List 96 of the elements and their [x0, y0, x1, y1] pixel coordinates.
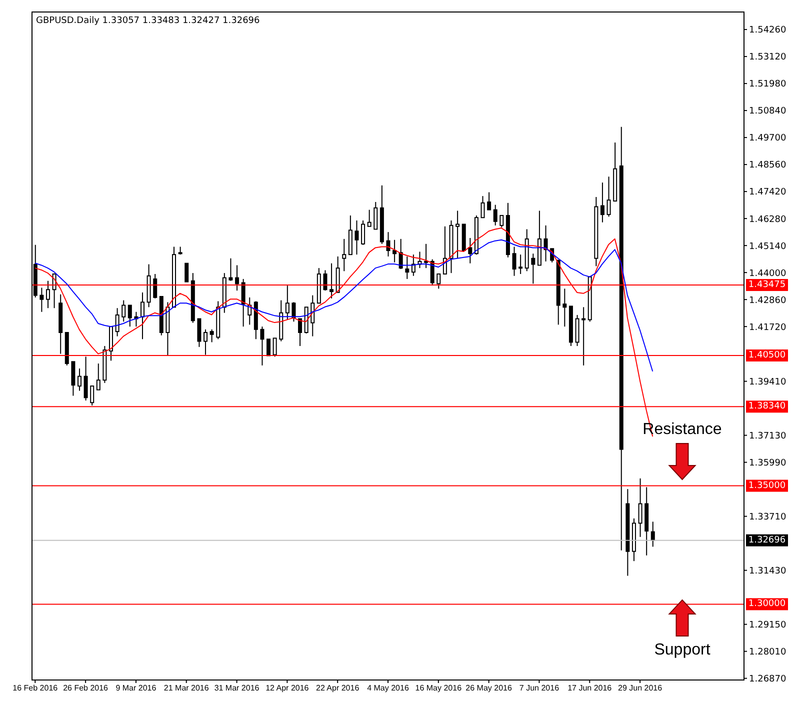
candlestick [424, 243, 428, 269]
candlestick [512, 246, 516, 276]
candlestick [84, 356, 88, 401]
y-tick-label: 1.37130 [749, 432, 786, 442]
y-tick-label: 1.42860 [749, 296, 786, 306]
text: GBPUSD.Daily 1.33057 1.33483 1.32427 1.32696 [36, 16, 260, 26]
candlestick [330, 262, 334, 299]
ref-line-label: 1.43475 [748, 280, 786, 290]
candlestick [606, 176, 611, 218]
candlestick [71, 361, 76, 396]
ref-line-label: 1.35000 [748, 480, 786, 491]
candlestick [468, 237, 472, 264]
y-tick-label: 1.35990 [749, 458, 786, 469]
candlestick [436, 273, 441, 290]
candlestick [204, 328, 208, 356]
y-tick-label: 1.41720 [749, 322, 786, 333]
x-tick-label: 26 May 2016 [466, 684, 512, 693]
candlestick [115, 308, 120, 337]
candlestick [272, 338, 277, 358]
y-tick-label: 1.44000 [749, 268, 786, 279]
y-tick-label: 1.28010 [749, 648, 786, 658]
candlestick [310, 294, 315, 337]
y-tick-label: 1.45140 [749, 242, 786, 252]
candlestick [456, 210, 460, 259]
x-tick-label: 7 Jun 2016 [519, 684, 560, 693]
y-tick-label: 1.48560 [749, 160, 786, 171]
candlestick [386, 232, 390, 257]
candlestick [153, 273, 158, 299]
candlestick [342, 238, 346, 272]
candlestick [235, 264, 240, 292]
candlestick [210, 328, 214, 343]
candlestick [197, 318, 202, 348]
candlestick [374, 201, 378, 230]
candlestick [480, 196, 485, 218]
y-tick-label: 1.26870 [749, 674, 786, 685]
candlestick [518, 254, 523, 274]
x-tick-label: 16 May 2016 [415, 684, 462, 693]
candlestick [500, 214, 504, 228]
candlestick [405, 256, 410, 280]
x-tick-label: 12 Apr 2016 [266, 684, 310, 693]
y-tick-label: 1.39410 [749, 377, 786, 388]
candlestick [90, 386, 94, 406]
candlestick [298, 318, 302, 346]
candlestick [128, 304, 132, 328]
x-tick-label: 16 Feb 2016 [12, 684, 58, 693]
candlestick [292, 302, 296, 322]
candlestick [562, 288, 567, 328]
x-tick-label: 22 Apr 2016 [316, 684, 360, 693]
candlestick [638, 478, 642, 538]
x-tick-label: 17 Jun 2016 [568, 684, 612, 693]
y-tick-label: 1.29150 [749, 620, 786, 631]
candlestick [266, 338, 271, 356]
candlestick [582, 306, 586, 366]
x-tick-label: 9 Mar 2016 [116, 684, 157, 693]
y-tick-label: 1.53120 [749, 52, 786, 63]
candlestick [228, 258, 233, 282]
candlestick [367, 209, 372, 227]
candlestick [493, 204, 498, 226]
y-tick-label: 1.50840 [749, 106, 786, 117]
candlestick [531, 253, 536, 284]
x-tick-label: 4 May 2016 [367, 684, 410, 693]
y-tick-label: 1.31430 [749, 566, 786, 577]
y-tick-label: 1.33710 [749, 512, 786, 523]
candlestick [392, 239, 397, 263]
ref-line-label: 1.38340 [748, 402, 786, 412]
candlestick [487, 192, 492, 210]
y-tick-label: 1.49700 [749, 134, 786, 144]
x-tick-label: 21 Mar 2016 [164, 684, 210, 693]
candlestick [77, 368, 82, 392]
x-tick-label: 26 Feb 2016 [63, 684, 109, 693]
candlestick [575, 314, 580, 346]
y-tick-label: 1.47420 [749, 188, 786, 198]
candlestick [600, 182, 604, 223]
candlestick [361, 220, 366, 246]
candlestick [46, 280, 50, 309]
x-tick-label: 31 Mar 2016 [214, 684, 260, 693]
y-tick-label: 1.51980 [749, 80, 786, 90]
candlestick [184, 262, 189, 282]
line-series [34, 239, 654, 372]
candlestick [430, 258, 434, 286]
candlestick [40, 287, 44, 312]
ref-line-label: 1.32696 [748, 535, 786, 546]
candlestick [122, 300, 126, 322]
ref-line-label: 1.30000 [748, 599, 786, 610]
candlestick [96, 363, 100, 390]
candlestick [323, 270, 328, 292]
y-tick-label: 1.46280 [749, 214, 786, 225]
candlestick [260, 326, 264, 366]
candlestick [285, 285, 290, 320]
ref-line-label: 1.40500 [748, 350, 786, 360]
y-tick-label: 1.54260 [749, 26, 786, 36]
candlestick [650, 521, 655, 548]
candlestick [140, 292, 145, 340]
x-tick-label: 29 Jun 2016 [618, 684, 663, 693]
candlestick [354, 220, 359, 256]
annotation: Support [654, 641, 711, 658]
